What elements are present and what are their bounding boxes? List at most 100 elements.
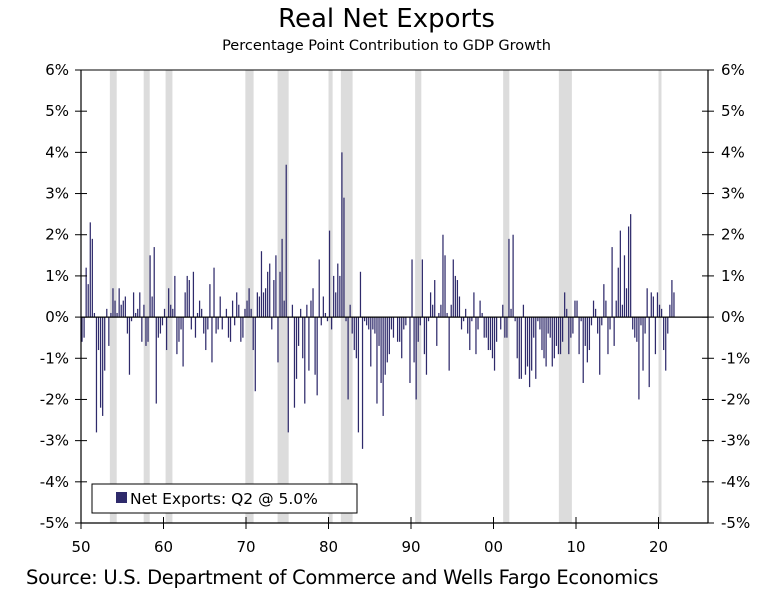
bar [506,317,508,338]
bar [553,317,555,359]
bar [271,317,273,330]
bar [333,275,335,318]
y-tick-label-left: -1% [40,349,69,367]
bar [236,292,238,318]
bar [386,317,388,363]
bar [297,317,300,346]
bar [330,317,333,330]
bar [403,317,405,330]
bar [423,317,426,355]
bar [81,317,83,342]
y-tick-label-right: -1% [721,349,750,367]
bar [264,288,267,318]
bar [118,288,120,318]
bar [262,292,265,318]
bar [654,317,657,355]
bar [444,255,446,318]
bar [493,317,496,371]
bar [291,304,294,318]
bar [638,317,640,400]
bar [170,304,172,318]
bar [665,317,667,371]
bar [209,284,211,318]
bar [621,304,624,318]
bar [580,317,582,322]
bar [539,317,541,330]
bar [634,317,636,338]
bar [151,296,153,318]
bar [570,317,572,338]
bar [555,317,558,346]
bar [244,308,246,318]
bar [295,317,298,379]
y-tick-label-right: -3% [721,432,750,450]
bar [483,317,485,338]
bar [572,317,574,334]
bar [203,317,205,334]
bar [207,317,209,330]
bar [594,308,597,318]
bar [254,317,256,392]
y-tick-label-right: 5% [721,102,745,120]
bar [623,255,626,318]
bar [93,312,96,318]
bar [479,300,481,318]
bar [269,263,271,318]
y-tick-label-left: 1% [45,267,69,285]
bar [91,238,93,318]
bar [485,317,487,338]
bar [359,271,362,318]
bar [514,317,516,322]
y-tick-label-right: 4% [721,143,745,161]
bar [388,317,390,355]
bar [260,251,263,318]
bar [588,317,591,351]
bar [627,226,630,318]
bar [646,288,648,318]
bar [438,312,440,318]
bar [465,308,467,318]
y-tick-label-left: -2% [40,390,69,408]
bar [557,317,560,355]
bar [648,317,650,388]
x-tick-label: 80 [319,538,338,556]
bar [632,317,634,330]
legend-label: Net Exports: Q2 @ 5.0% [130,490,318,508]
bar [310,300,312,318]
bar [432,304,434,318]
bar [481,312,483,318]
bar [155,317,157,404]
bar [578,317,580,355]
y-tick-label-left: 6% [45,61,69,79]
y-tick-label-left: 0% [45,308,69,326]
bar [186,275,188,318]
y-tick-label-right: 0% [721,308,745,326]
bar [250,308,252,318]
bar [413,317,415,363]
bar [460,317,463,330]
recession-band [658,70,662,523]
bar [475,317,477,355]
x-tick-label: 60 [154,538,173,556]
bar [617,267,619,318]
bar [409,317,411,383]
bar [324,312,327,318]
bar [275,255,277,318]
bar [205,317,207,351]
bar [469,317,471,351]
bar [104,317,106,371]
bar [533,317,535,338]
bar [273,280,275,318]
bar [396,317,399,342]
bar [537,317,539,322]
bar [231,300,234,318]
bar [215,317,217,334]
source-note: Source: U.S. Department of Commerce and … [26,566,659,589]
bar [335,292,337,318]
bar [652,296,654,318]
bar [564,292,566,318]
x-tick-label: 70 [236,538,255,556]
bar [219,296,221,318]
bar [180,317,182,330]
